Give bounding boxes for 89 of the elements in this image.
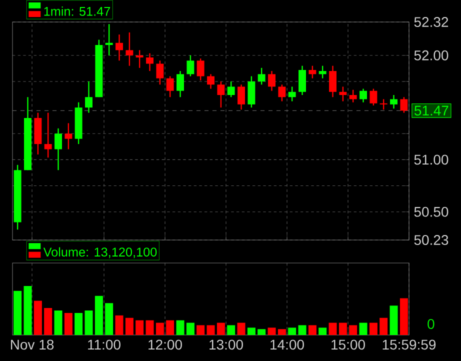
x-tick-label: 14:00 [270,340,304,350]
candlestick [116,34,123,62]
bar [24,286,32,335]
candlestick [105,23,113,56]
bar [136,320,144,335]
candlestick [54,128,62,171]
y-tick-label: 50.23 [414,235,448,245]
candlestick [370,88,378,106]
x-tick-label: 11:00 [88,340,120,350]
candlestick [248,76,256,108]
candlestick [126,32,134,66]
bar [84,310,93,335]
bar [288,328,296,335]
candlestick [308,65,316,79]
x-tick-label: 13:00 [210,340,243,350]
candlestick [186,54,194,77]
candlestick [238,84,245,110]
candlestick [298,65,306,96]
candlestick [156,60,164,86]
y-tick-label: 52.32 [414,17,448,27]
x-tick-label: 15:59:59 [382,340,436,350]
candlestick [166,76,174,98]
bar [268,328,276,335]
bar [146,320,154,335]
candlestick [196,58,204,82]
candlestick [349,89,357,103]
bar [380,318,388,335]
bar [196,325,205,335]
bar [278,329,286,335]
x-tick-label: 12:00 [148,340,182,350]
legend-label: 1min: 51.47 [44,6,110,16]
y-tick-label: 51.00 [414,154,448,165]
bar [186,322,194,335]
bar [74,312,83,335]
bar [64,312,72,335]
bar [328,322,337,335]
bar [14,290,22,335]
bar [206,325,215,335]
candlestick [146,52,154,72]
bar [115,315,124,335]
bar [369,322,378,335]
candlestick [217,80,225,108]
bar [349,325,358,335]
candlestick [390,94,398,110]
candlestick [329,65,336,98]
bar [44,308,52,335]
candlestick [176,70,184,98]
candlestick [339,86,347,102]
y-tick-label: 50.50 [414,206,448,217]
bar [318,328,327,335]
legend-label: Volume: 13,120,100 [43,247,157,258]
bar [400,298,408,335]
bar [166,320,174,335]
candlestick [44,112,52,158]
bar [359,322,368,335]
ref-line-label: 51.47 [414,106,448,116]
bar [156,322,164,335]
candlestick [258,67,266,86]
candlestick [227,80,235,98]
bar [216,322,225,335]
candlestick [360,88,367,103]
bar [338,322,347,335]
bar [176,320,184,335]
bar [308,325,316,335]
candlestick [278,84,286,102]
bar [298,325,306,335]
candlestick [85,80,92,114]
bar [34,300,42,335]
text: 0 [428,319,434,329]
bar [247,328,256,335]
bar [105,303,114,335]
candlestick [207,74,214,90]
candlestick [64,122,72,150]
bar [125,318,134,335]
bar [258,329,266,335]
bar [227,325,236,335]
y-tick-label: 52.00 [414,50,448,60]
candlestick [136,50,144,68]
bar [94,296,103,335]
candlestick [268,70,276,92]
candlestick [400,96,408,114]
bar [390,306,398,335]
candlestick [318,65,326,79]
bar [237,322,246,335]
x-tick-label: Nov 18 [11,340,54,350]
candlestick [380,98,388,110]
x-tick-label: 15:00 [332,340,365,350]
candlestick [288,86,296,102]
bar [54,310,62,335]
